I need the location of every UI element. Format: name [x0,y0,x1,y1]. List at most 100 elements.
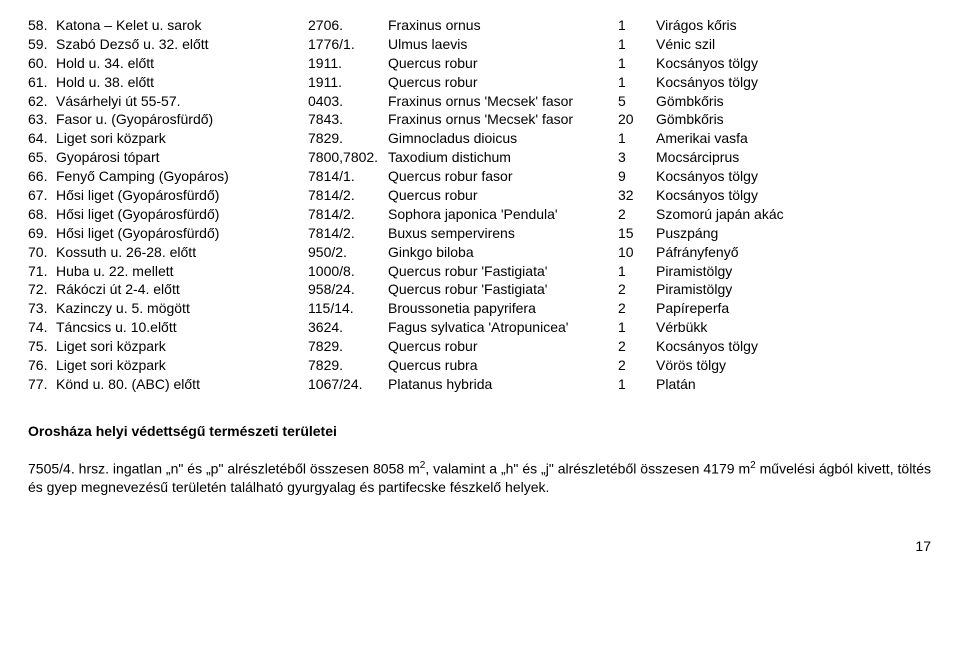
table-row: 68.Hősi liget (Gyopárosfürdő)7814/2.Soph… [28,205,931,224]
page-number: 17 [28,537,931,556]
parcel-number: 7814/1. [308,167,388,186]
latin-name: Quercus robur [388,186,618,205]
quantity: 3 [618,148,656,167]
location: Gyopárosi tópart [56,148,308,167]
parcel-number: 7829. [308,337,388,356]
location: Szabó Dezső u. 32. előtt [56,35,308,54]
latin-name: Fraxinus ornus 'Mecsek' fasor [388,92,618,111]
latin-name: Broussonetia papyrifera [388,299,618,318]
quantity: 1 [618,375,656,394]
parcel-number: 7829. [308,356,388,375]
quantity: 2 [618,205,656,224]
para-text-2: , valamint a „h" és „j" alrészletéből ös… [425,460,750,476]
row-number: 65. [28,148,56,167]
latin-name: Buxus sempervirens [388,224,618,243]
hungarian-name: Virágos kőris [656,16,931,35]
latin-name: Quercus robur 'Fastigiata' [388,262,618,281]
hungarian-name: Vénic szil [656,35,931,54]
parcel-number: 958/24. [308,280,388,299]
row-number: 60. [28,54,56,73]
table-row: 59.Szabó Dezső u. 32. előtt1776/1.Ulmus … [28,35,931,54]
latin-name: Fraxinus ornus 'Mecsek' fasor [388,110,618,129]
row-number: 71. [28,262,56,281]
table-row: 75.Liget sori közpark7829.Quercus robur2… [28,337,931,356]
parcel-number: 7800,7802. [308,148,388,167]
table-row: 70.Kossuth u. 26-28. előtt950/2.Ginkgo b… [28,243,931,262]
parcel-number: 115/14. [308,299,388,318]
row-number: 74. [28,318,56,337]
latin-name: Gimnocladus dioicus [388,129,618,148]
latin-name: Sophora japonica 'Pendula' [388,205,618,224]
parcel-number: 2706. [308,16,388,35]
parcel-number: 3624. [308,318,388,337]
latin-name: Quercus robur [388,337,618,356]
hungarian-name: Platán [656,375,931,394]
quantity: 1 [618,318,656,337]
location: Fasor u. (Gyopárosfürdő) [56,110,308,129]
quantity: 1 [618,262,656,281]
location: Liget sori közpark [56,356,308,375]
latin-name: Taxodium distichum [388,148,618,167]
latin-name: Fraxinus ornus [388,16,618,35]
tree-table: 58.Katona – Kelet u. sarok2706.Fraxinus … [28,16,931,394]
row-number: 72. [28,280,56,299]
row-number: 67. [28,186,56,205]
row-number: 61. [28,73,56,92]
hungarian-name: Kocsányos tölgy [656,73,931,92]
quantity: 10 [618,243,656,262]
quantity: 2 [618,299,656,318]
row-number: 64. [28,129,56,148]
table-row: 61.Hold u. 38. előtt1911.Quercus robur1K… [28,73,931,92]
hungarian-name: Amerikai vasfa [656,129,931,148]
parcel-number: 7814/2. [308,224,388,243]
hungarian-name: Papíreperfa [656,299,931,318]
table-row: 65.Gyopárosi tópart7800,7802.Taxodium di… [28,148,931,167]
hungarian-name: Páfrányfenyő [656,243,931,262]
location: Rákóczi út 2-4. előtt [56,280,308,299]
hungarian-name: Kocsányos tölgy [656,337,931,356]
location: Könd u. 80. (ABC) előtt [56,375,308,394]
latin-name: Quercus robur [388,73,618,92]
row-number: 59. [28,35,56,54]
location: Huba u. 22. mellett [56,262,308,281]
parcel-number: 0403. [308,92,388,111]
section-title: Orosháza helyi védettségű természeti ter… [28,422,931,441]
latin-name: Quercus robur [388,54,618,73]
hungarian-name: Szomorú japán akác [656,205,931,224]
hungarian-name: Gömbkőris [656,110,931,129]
latin-name: Platanus hybrida [388,375,618,394]
table-row: 74.Táncsics u. 10.előtt3624.Fagus sylvat… [28,318,931,337]
parcel-number: 1911. [308,54,388,73]
latin-name: Quercus robur 'Fastigiata' [388,280,618,299]
parcel-number: 7843. [308,110,388,129]
parcel-number: 7814/2. [308,186,388,205]
hungarian-name: Mocsárciprus [656,148,931,167]
parcel-number: 7814/2. [308,205,388,224]
location: Liget sori közpark [56,337,308,356]
table-row: 77.Könd u. 80. (ABC) előtt1067/24.Platan… [28,375,931,394]
table-row: 66.Fenyő Camping (Gyopáros)7814/1.Quercu… [28,167,931,186]
latin-name: Fagus sylvatica 'Atropunicea' [388,318,618,337]
location: Táncsics u. 10.előtt [56,318,308,337]
table-row: 63.Fasor u. (Gyopárosfürdő)7843.Fraxinus… [28,110,931,129]
quantity: 32 [618,186,656,205]
quantity: 1 [618,16,656,35]
table-row: 67.Hősi liget (Gyopárosfürdő)7814/2.Quer… [28,186,931,205]
para-text-1: 7505/4. hrsz. ingatlan „n" és „p" alrész… [28,460,420,476]
table-row: 76.Liget sori közpark7829.Quercus rubra2… [28,356,931,375]
table-row: 69.Hősi liget (Gyopárosfürdő)7814/2.Buxu… [28,224,931,243]
quantity: 20 [618,110,656,129]
quantity: 5 [618,92,656,111]
hungarian-name: Piramistölgy [656,280,931,299]
row-number: 58. [28,16,56,35]
quantity: 9 [618,167,656,186]
parcel-number: 1067/24. [308,375,388,394]
location: Katona – Kelet u. sarok [56,16,308,35]
quantity: 1 [618,129,656,148]
latin-name: Quercus robur fasor [388,167,618,186]
hungarian-name: Kocsányos tölgy [656,54,931,73]
row-number: 77. [28,375,56,394]
quantity: 1 [618,73,656,92]
location: Vásárhelyi út 55-57. [56,92,308,111]
hungarian-name: Piramistölgy [656,262,931,281]
